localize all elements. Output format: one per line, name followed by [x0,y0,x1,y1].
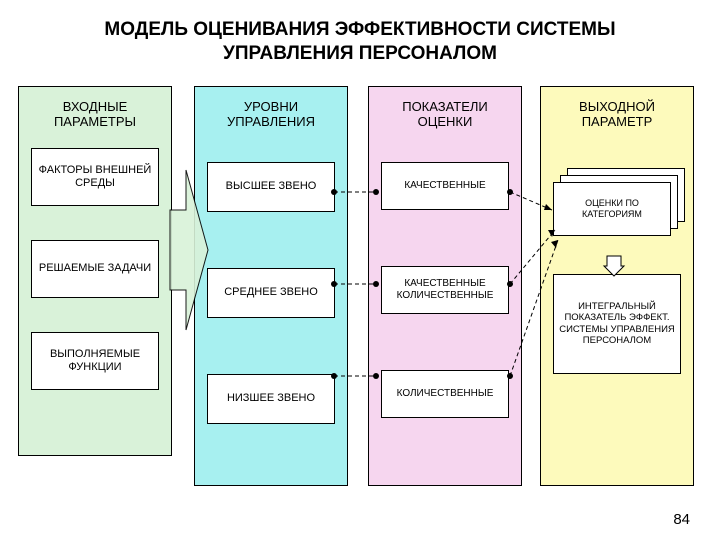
diagram-title: МОДЕЛЬ ОЦЕНИВАНИЯ ЭФФЕКТИВНОСТИ СИСТЕМЫ … [0,0,720,76]
columns-container: ВХОДНЫЕ ПАРАМЕТРЫ ФАКТОРЫ ВНЕШНЕЙ СРЕДЫ … [0,76,720,496]
column-management-levels: УРОВНИ УПРАВЛЕНИЯ ВЫСШЕЕ ЗВЕНО СРЕДНЕЕ З… [194,86,348,486]
column-evaluation: ПОКАЗАТЕЛИ ОЦЕНКИ КАЧЕСТВЕННЫЕ КАЧЕСТВЕН… [368,86,522,486]
box-functions: ВЫПОЛНЯЕМЫЕ ФУНКЦИИ [31,332,159,390]
col-header-3: ПОКАЗАТЕЛИ ОЦЕНКИ [375,95,515,134]
box-mid-level: СРЕДНЕЕ ЗВЕНО [207,268,335,318]
col-header-1: ВХОДНЫЕ ПАРАМЕТРЫ [25,95,165,134]
stack-layer-front: ОЦЕНКИ ПО КАТЕГОРИЯМ [553,182,671,236]
box-integral: ИНТЕГРАЛЬНЫЙ ПОКАЗАТЕЛЬ ЭФФЕКТ. СИСТЕМЫ … [553,274,681,374]
stack-categories: ОЦЕНКИ ПО КАТЕГОРИЯМ [553,168,681,234]
col-header-4: ВЫХОДНОЙ ПАРАМЕТР [547,95,687,134]
column-output: ВЫХОДНОЙ ПАРАМЕТР ОЦЕНКИ ПО КАТЕГОРИЯМ И… [540,86,694,486]
col-header-2: УРОВНИ УПРАВЛЕНИЯ [201,95,341,134]
box-quantitative: КОЛИЧЕСТВЕННЫЕ [381,370,509,418]
box-top-level: ВЫСШЕЕ ЗВЕНО [207,162,335,212]
box-tasks: РЕШАЕМЫЕ ЗАДАЧИ [31,240,159,298]
column-input-params: ВХОДНЫЕ ПАРАМЕТРЫ ФАКТОРЫ ВНЕШНЕЙ СРЕДЫ … [18,86,172,456]
page-number: 84 [673,511,690,528]
box-both: КАЧЕСТВЕННЫЕ КОЛИЧЕСТВЕННЫЕ [381,266,509,314]
box-qualitative: КАЧЕСТВЕННЫЕ [381,162,509,210]
box-factors: ФАКТОРЫ ВНЕШНЕЙ СРЕДЫ [31,148,159,206]
box-low-level: НИЗШЕЕ ЗВЕНО [207,374,335,424]
